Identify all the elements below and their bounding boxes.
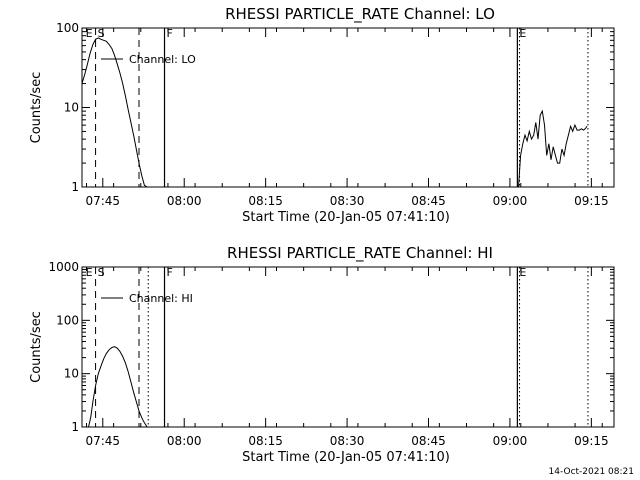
x-tick-label: 07:45: [85, 194, 120, 208]
x-tick-label: 08:45: [411, 194, 446, 208]
x-axis-label: Start Time (20-Jan-05 07:41:10): [242, 210, 450, 225]
x-tick-label: 08:30: [330, 434, 365, 448]
y-tick-label: 1: [71, 420, 79, 434]
event-marker-label: E: [86, 266, 93, 279]
y-tick-label: 10: [64, 101, 79, 115]
plot-frame: [81, 266, 615, 428]
event-marker-label: S: [98, 27, 105, 40]
legend-label: Channel: LO: [129, 53, 196, 66]
series-line-lo-segment-2: [518, 109, 588, 188]
x-tick-label: 09:00: [493, 434, 528, 448]
x-tick-label: 08:00: [167, 194, 202, 208]
chart-title: RHESSI PARTICLE_RATE Channel: HI: [227, 244, 493, 263]
series-line-lo-segment-1: [81, 37, 148, 188]
panel-lo: RHESSI PARTICLE_RATE Channel: LO 1 10 100 07…: [29, 5, 615, 225]
x-tick-label: 08:00: [167, 434, 202, 448]
event-marker-label: F: [167, 27, 173, 40]
x-tick-label: 08:45: [411, 434, 446, 448]
y-tick-label: 100: [56, 313, 79, 327]
x-axis-label: Start Time (20-Jan-05 07:41:10): [242, 450, 450, 465]
x-tick-label: 08:15: [248, 194, 283, 208]
x-tick-label: 09:15: [574, 434, 609, 448]
x-tick-label: 09:15: [574, 194, 609, 208]
y-tick-label: 1000: [48, 260, 79, 274]
event-marker-label: S: [98, 266, 105, 279]
x-tick-label: 09:00: [493, 194, 528, 208]
x-tick-label: 08:30: [330, 194, 365, 208]
y-tick-label: 1: [71, 180, 79, 194]
y-tick-label: 10: [64, 367, 79, 381]
event-marker-label: E: [86, 27, 93, 40]
chart-title: RHESSI PARTICLE_RATE Channel: LO: [225, 5, 495, 24]
y-axis-label: Counts/sec: [29, 311, 44, 383]
event-marker-label: E: [519, 27, 526, 40]
panel-hi: RHESSI PARTICLE_RATE Channel: HI 1 10 100 10…: [29, 244, 615, 465]
y-axis-label: Counts/sec: [29, 72, 44, 144]
event-marker-label: E: [519, 266, 526, 279]
plot-frame: [81, 27, 615, 188]
legend-label: Channel: HI: [129, 292, 193, 305]
footer-timestamp: 14-Oct-2021 08:21: [548, 467, 634, 477]
y-tick-label: 100: [56, 21, 79, 35]
series-line-hi-segment-1: [88, 346, 148, 428]
x-tick-label: 07:45: [85, 434, 120, 448]
x-tick-label: 08:15: [248, 434, 283, 448]
event-marker-label: F: [167, 266, 173, 279]
